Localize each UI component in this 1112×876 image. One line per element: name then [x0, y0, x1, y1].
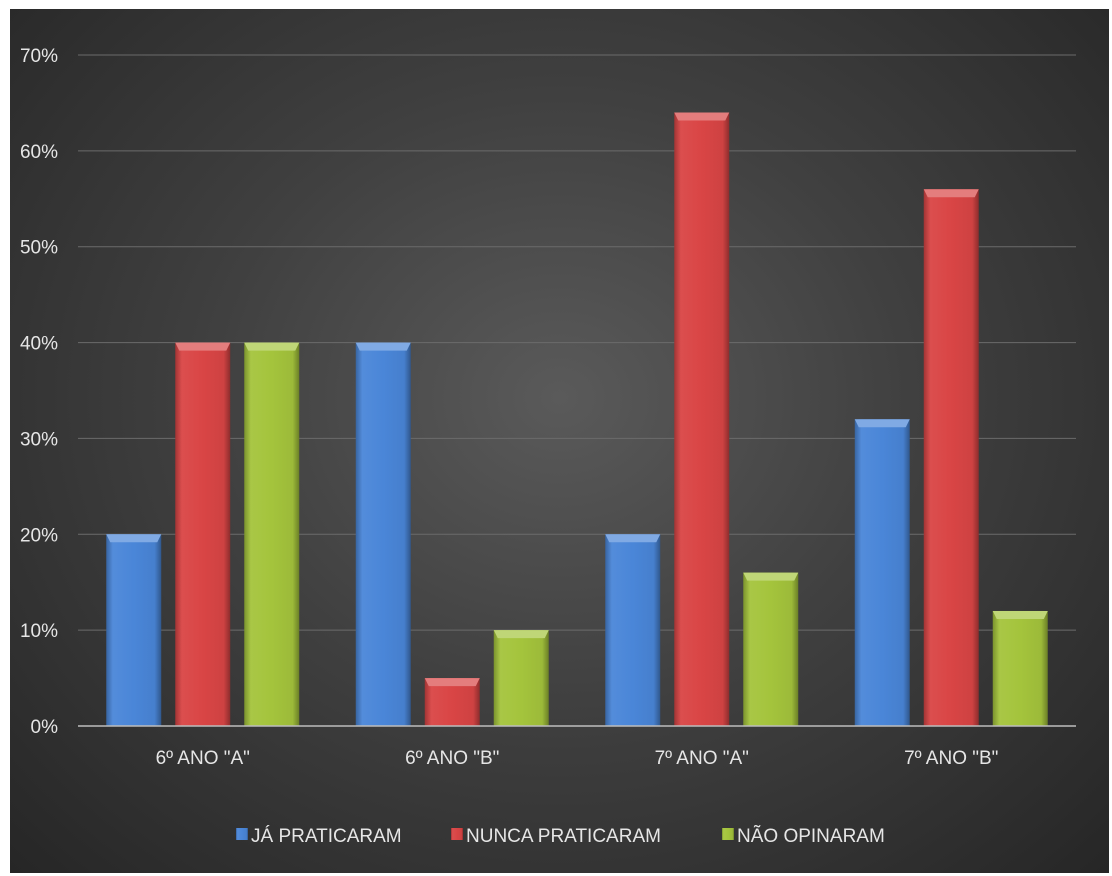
bar-bevel [175, 342, 231, 351]
bar [106, 534, 162, 726]
legend-swatch [451, 828, 463, 840]
bar [854, 419, 910, 726]
bar-bevel [605, 534, 661, 543]
bar-body [355, 342, 411, 726]
legend-item: JÁ PRATICARAM [236, 826, 402, 847]
bar-bevel [923, 189, 979, 198]
bar-bevel [106, 534, 162, 543]
bar-body [493, 630, 549, 726]
bar [923, 189, 979, 726]
bar-bevel [674, 112, 730, 121]
legend-label: NÃO OPINARAM [737, 825, 885, 847]
bar-chart: 0%10%20%30%40%50%60%70% 6º ANO "A" 6º ANO… [20, 46, 1076, 847]
legend-item: NÃO OPINARAM [722, 825, 885, 847]
x-category-label: 6º ANO "A" [156, 748, 250, 769]
y-tick-label: 40% [20, 334, 58, 355]
y-tick-label: 50% [20, 238, 58, 259]
bar-body [175, 342, 231, 726]
bar-body [743, 572, 799, 726]
x-category-label: 7º ANO "B" [904, 748, 998, 769]
chart-area: 0% 10% 20% 30% 40% 50% 60% 70% 6º ANO "A" 6º ANO… [10, 9, 1109, 873]
y-tick-label: 60% [20, 142, 58, 163]
y-axis-ticks: 0% 10% 20% 30% 40% 50% 60% 70% [20, 46, 58, 738]
bar [743, 572, 799, 726]
bar [424, 678, 480, 726]
bar-bevel [244, 342, 300, 351]
y-tick-label: 10% [20, 621, 58, 642]
bar-bevel [743, 572, 799, 581]
y-tick-label: 30% [20, 429, 58, 450]
bar [175, 342, 231, 726]
bar-bevel [992, 610, 1048, 619]
x-category-label: 6º ANO "B" [405, 748, 499, 769]
bar-bevel [424, 678, 480, 687]
legend-label: NUNCA PRATICARAM [466, 826, 661, 847]
bar-body [244, 342, 300, 726]
bar [674, 112, 730, 726]
bar [992, 610, 1048, 726]
x-category-label: 7º ANO "A" [655, 748, 749, 769]
bars [106, 112, 1048, 726]
legend-label: JÁ PRATICARAM [251, 826, 402, 847]
legend-swatch [722, 828, 734, 840]
x-axis-categories: 6º ANO "A" 6º ANO "B" 7º ANO "A" 7º ANO "B" [156, 748, 999, 769]
legend-item: NUNCA PRATICARAM [451, 826, 661, 847]
bar-body [106, 534, 162, 726]
y-tick-label: 70% [20, 46, 58, 67]
y-tick-label: 20% [20, 525, 58, 546]
bar-bevel [493, 630, 549, 639]
bar-bevel [355, 342, 411, 351]
legend: JÁ PRATICARAM NUNCA PRATICARAM NÃO OPINARA… [236, 825, 885, 847]
y-tick-label: 0% [31, 717, 59, 738]
bar [605, 534, 661, 726]
legend-swatch [236, 828, 248, 840]
bar [244, 342, 300, 726]
bar [355, 342, 411, 726]
bar-body [674, 112, 730, 726]
bar-body [992, 610, 1048, 726]
bar [493, 630, 549, 726]
bar-body [854, 419, 910, 726]
bar-body [605, 534, 661, 726]
bar-bevel [854, 419, 910, 428]
bar-body [923, 189, 979, 726]
